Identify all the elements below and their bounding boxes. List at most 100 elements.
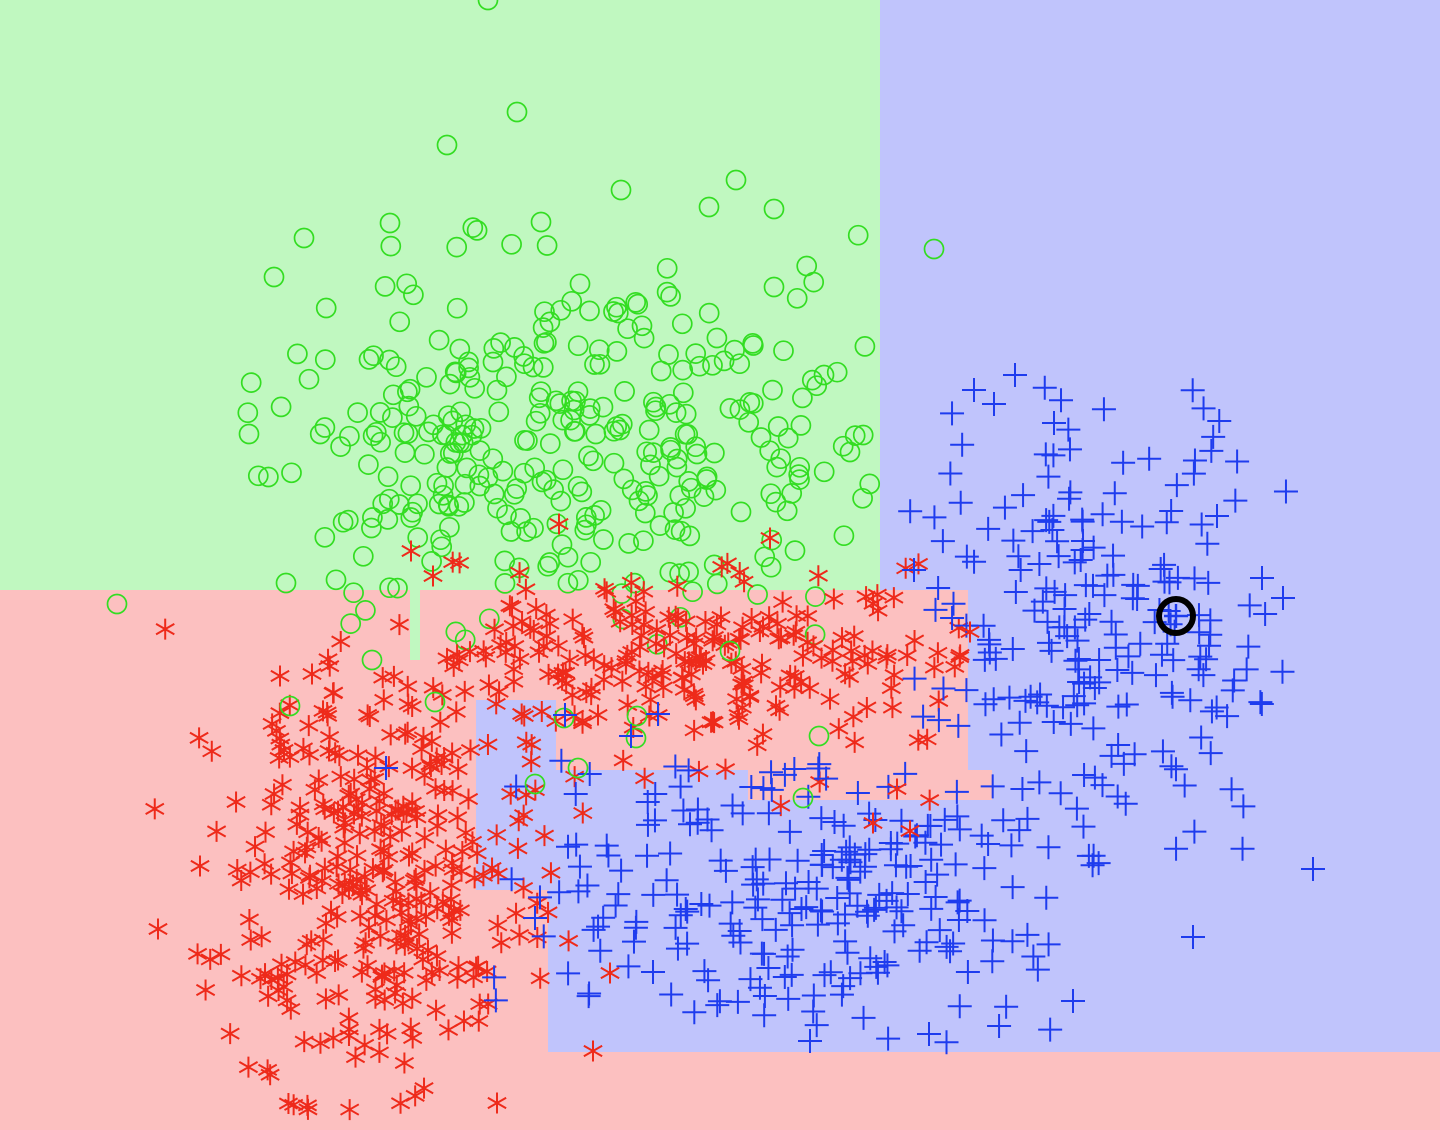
point-blue bbox=[915, 813, 940, 838]
point-blue bbox=[616, 954, 641, 979]
point-blue bbox=[972, 908, 997, 933]
point-blue bbox=[907, 938, 932, 963]
point-blue bbox=[654, 868, 679, 893]
point-red bbox=[573, 802, 593, 824]
point-green bbox=[762, 379, 783, 401]
point-blue bbox=[1188, 644, 1213, 669]
point-red bbox=[442, 922, 462, 944]
point-green bbox=[379, 349, 400, 371]
point-blue bbox=[833, 902, 858, 927]
point-green bbox=[626, 705, 648, 727]
point-green bbox=[432, 424, 453, 446]
point-green bbox=[506, 478, 528, 499]
point-blue bbox=[1028, 682, 1053, 707]
point-blue bbox=[1027, 551, 1052, 576]
point-blue bbox=[1189, 512, 1214, 537]
point-red bbox=[403, 1027, 423, 1049]
point-blue bbox=[972, 856, 997, 881]
point-green bbox=[494, 550, 516, 572]
point-green bbox=[387, 577, 408, 599]
point-blue bbox=[855, 899, 880, 924]
point-red bbox=[560, 649, 580, 671]
point-blue bbox=[1207, 409, 1232, 434]
point-blue bbox=[1271, 586, 1295, 610]
point-green bbox=[561, 390, 582, 412]
point-green bbox=[625, 727, 647, 749]
point-red bbox=[537, 625, 557, 647]
point-green bbox=[405, 405, 427, 427]
point-green bbox=[631, 315, 653, 337]
point-red bbox=[241, 929, 261, 951]
point-red bbox=[945, 656, 965, 678]
point-blue bbox=[926, 708, 951, 733]
point-green bbox=[270, 396, 292, 418]
point-red bbox=[316, 988, 336, 1010]
point-blue bbox=[1180, 378, 1205, 403]
point-red bbox=[520, 617, 540, 639]
point-red bbox=[245, 836, 265, 858]
point-red bbox=[929, 690, 949, 712]
point-red bbox=[450, 899, 470, 921]
point-blue bbox=[699, 818, 724, 843]
point-blue bbox=[987, 1014, 1012, 1038]
point-blue bbox=[1049, 388, 1074, 413]
point-blue bbox=[848, 859, 873, 884]
point-blue bbox=[934, 1030, 959, 1055]
point-red bbox=[350, 905, 370, 927]
point-red bbox=[298, 1098, 318, 1120]
point-green bbox=[385, 356, 407, 378]
point-blue bbox=[708, 848, 733, 873]
point-green bbox=[552, 459, 574, 481]
point-green bbox=[314, 526, 336, 548]
point-blue bbox=[1022, 598, 1047, 623]
point-blue bbox=[962, 378, 986, 402]
point-green bbox=[832, 435, 854, 457]
point-blue bbox=[1164, 473, 1189, 498]
point-green bbox=[677, 424, 699, 445]
point-green bbox=[459, 366, 481, 388]
point-green bbox=[567, 475, 589, 497]
point-blue bbox=[531, 924, 556, 949]
point-red bbox=[352, 961, 372, 983]
point-green bbox=[789, 456, 811, 478]
point-red bbox=[331, 631, 351, 653]
point-red bbox=[310, 1032, 331, 1054]
point-blue bbox=[586, 914, 611, 939]
point-red bbox=[572, 710, 593, 732]
point-red bbox=[541, 862, 561, 884]
point-blue bbox=[822, 809, 847, 834]
point-blue bbox=[1154, 510, 1179, 535]
point-blue bbox=[895, 882, 920, 907]
point-green bbox=[446, 236, 468, 258]
point-red bbox=[556, 673, 576, 695]
point-blue bbox=[1062, 550, 1087, 575]
point-blue bbox=[663, 915, 688, 940]
point-blue bbox=[927, 918, 952, 943]
point-green bbox=[588, 339, 610, 361]
point-blue bbox=[991, 808, 1016, 833]
point-blue bbox=[1191, 396, 1216, 421]
point-blue bbox=[1057, 486, 1082, 511]
point-red bbox=[211, 943, 231, 965]
point-red bbox=[385, 871, 405, 893]
point-red bbox=[374, 689, 394, 711]
point-blue bbox=[980, 774, 1005, 799]
point-green bbox=[584, 354, 605, 375]
point-blue bbox=[919, 896, 944, 921]
point-red bbox=[397, 721, 418, 743]
data-points bbox=[106, 0, 1325, 1121]
point-red bbox=[352, 884, 372, 906]
point-green bbox=[765, 491, 787, 513]
point-green bbox=[525, 410, 547, 432]
point-green bbox=[552, 409, 574, 431]
point-green bbox=[625, 292, 647, 313]
point-blue bbox=[807, 752, 832, 777]
point-green bbox=[445, 362, 467, 384]
point-blue bbox=[609, 858, 634, 883]
point-red bbox=[469, 1010, 489, 1032]
point-green bbox=[372, 493, 394, 515]
point-blue bbox=[780, 937, 805, 962]
point-red bbox=[347, 845, 367, 867]
point-green bbox=[603, 452, 625, 474]
